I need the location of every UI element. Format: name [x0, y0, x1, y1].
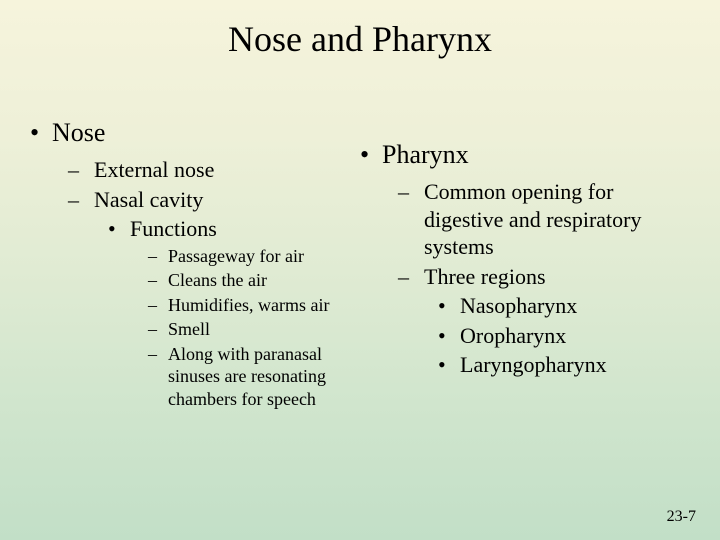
- region-nasopharynx: Nasopharynx: [438, 292, 690, 320]
- region-laryngopharynx: Laryngopharynx: [438, 351, 690, 379]
- pharynx-heading: Pharynx: [360, 140, 690, 170]
- func-speech: Along with paranasal sinuses are resonat…: [148, 343, 360, 411]
- slide-title: Nose and Pharynx: [0, 0, 720, 60]
- func-humidifies: Humidifies, warms air: [148, 294, 360, 317]
- func-cleans: Cleans the air: [148, 269, 360, 292]
- content-columns: Nose External nose Nasal cavity Function…: [0, 60, 720, 412]
- pharynx-item-opening: Common opening for digestive and respira…: [398, 178, 690, 261]
- pharynx-item-regions: Three regions: [398, 263, 690, 291]
- nose-item-cavity: Nasal cavity: [68, 186, 360, 214]
- func-passageway: Passageway for air: [148, 245, 360, 268]
- nose-item-external: External nose: [68, 156, 360, 184]
- func-smell: Smell: [148, 318, 360, 341]
- region-oropharynx: Oropharynx: [438, 322, 690, 350]
- left-column: Nose External nose Nasal cavity Function…: [30, 118, 360, 412]
- nose-heading: Nose: [30, 118, 360, 148]
- right-column: Pharynx Common opening for digestive and…: [360, 118, 690, 412]
- nose-functions-heading: Functions: [108, 215, 360, 243]
- slide-number: 23-7: [667, 508, 696, 526]
